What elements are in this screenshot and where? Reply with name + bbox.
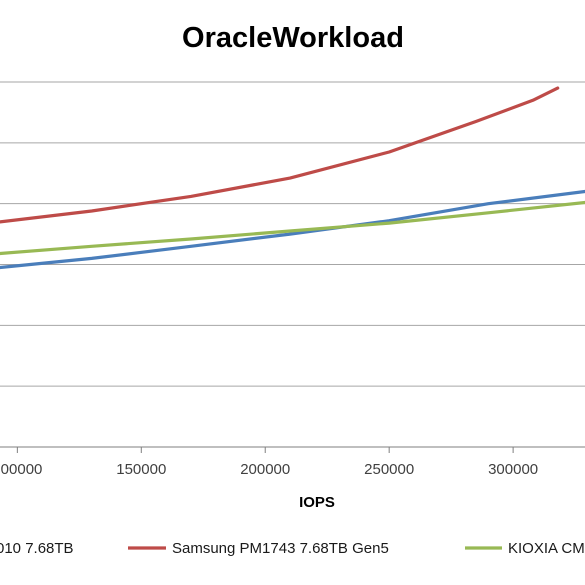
legend: 010 7.68TB Samsung PM1743 7.68TB Gen5 KIOX…: [0, 540, 585, 557]
axes: [0, 446, 585, 453]
legend-label: 010 7.68TB: [0, 540, 74, 557]
x-tick-label: 250000: [364, 461, 414, 478]
legend-label: Samsung PM1743 7.68TB Gen5: [172, 540, 389, 557]
x-tick-label: 200000: [240, 461, 290, 478]
x-axis-label: IOPS: [299, 494, 335, 511]
gridlines: [0, 81, 585, 387]
series-line: [0, 86, 560, 224]
series-line: [0, 189, 585, 270]
x-tick-label: 150000: [116, 461, 166, 478]
x-tick-labels: 100000 150000 200000 250000 300000: [0, 461, 538, 478]
series-lines: [0, 86, 585, 270]
legend-label: KIOXIA CM: [508, 540, 585, 557]
x-tick-label: 100000: [0, 461, 42, 478]
series-line: [0, 200, 585, 256]
chart-title: OracleWorkload: [182, 22, 404, 54]
x-tick-label: 300000: [488, 461, 538, 478]
